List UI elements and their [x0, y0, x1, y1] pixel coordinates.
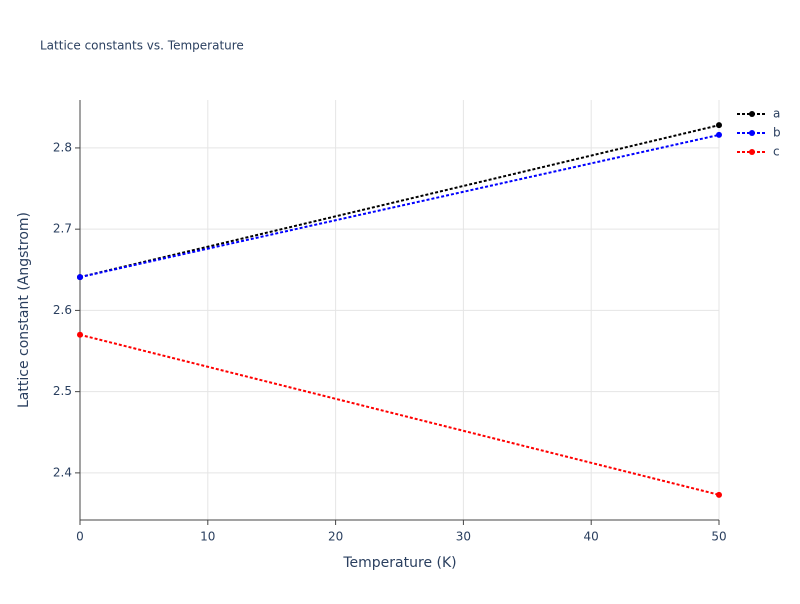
- y-tick-label: 2.5: [53, 384, 72, 398]
- x-tick-label: 0: [76, 530, 84, 544]
- point: [716, 122, 722, 129]
- point: [77, 331, 83, 338]
- point: [716, 131, 722, 138]
- x-tick-label: 40: [584, 530, 599, 544]
- legend-marker: [749, 149, 755, 155]
- legend-label: c: [773, 145, 780, 159]
- x-tick-label: 30: [456, 530, 471, 544]
- legend-marker: [749, 130, 755, 136]
- point: [77, 274, 83, 281]
- x-tick-label: 50: [711, 530, 726, 544]
- y-tick-label: 2.8: [53, 140, 72, 154]
- y-tick-label: 2.6: [53, 303, 72, 317]
- series-line: [79, 133, 720, 279]
- legend-marker: [749, 111, 755, 117]
- y-tick-label: 2.4: [53, 465, 72, 479]
- point: [716, 491, 722, 498]
- chart-title: Lattice constants vs. Temperature: [40, 39, 244, 53]
- legend-label: b: [773, 126, 781, 140]
- series-line: [79, 124, 720, 279]
- series-line: [79, 333, 720, 496]
- y-tick-label: 2.7: [53, 222, 72, 236]
- x-tick-label: 10: [200, 530, 215, 544]
- x-axis-label: Temperature (K): [342, 555, 456, 571]
- y-axis-label: Lattice constant (Angstrom): [16, 212, 32, 408]
- x-tick-label: 20: [328, 530, 343, 544]
- legend-label: a: [773, 107, 780, 121]
